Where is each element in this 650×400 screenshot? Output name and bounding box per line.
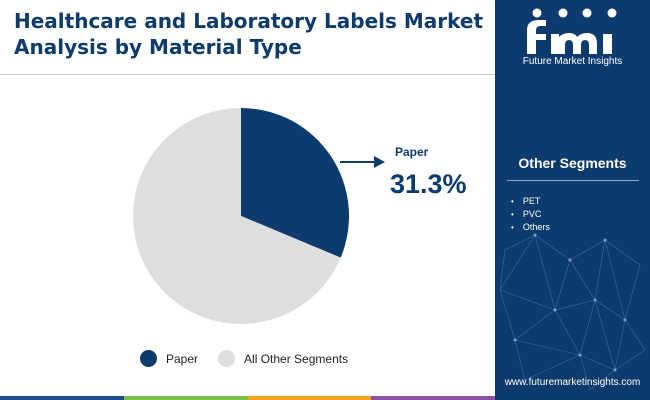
chart-title-line-1: Healthcare and Laboratory Labels Market	[14, 9, 484, 33]
bottom-bar-orange	[247, 396, 372, 400]
fmi-logo-icon	[527, 8, 617, 54]
legend-swatch-other	[218, 350, 236, 367]
bottom-bar-purple	[371, 396, 495, 400]
legend-item-other: All Other Segments	[218, 350, 348, 367]
pie-slices	[133, 108, 349, 324]
bottom-bar-green	[123, 396, 248, 400]
legend-item-paper: Paper	[140, 350, 198, 367]
website-url: www.futuremarketinsights.com	[504, 377, 641, 388]
segment-item-pvc: PVC	[511, 208, 550, 221]
legend-label-paper: Paper	[166, 351, 199, 366]
other-segments-list: PET PVC Others	[511, 195, 550, 234]
other-segments-divider	[507, 180, 639, 181]
pie-slice-all-other-segments	[133, 108, 341, 324]
chart-title: Healthcare and Laboratory Labels Market …	[14, 8, 484, 60]
bottom-color-bar	[0, 396, 495, 400]
chart-legend: Paper All Other Segments	[140, 350, 368, 367]
pie-slice-paper	[241, 108, 349, 258]
callout-label: Paper	[395, 145, 429, 159]
segment-item-others: Others	[511, 221, 550, 234]
legend-swatch-paper	[140, 350, 157, 367]
callout-value: 31.3%	[390, 169, 467, 199]
legend-label-other: All Other Segments	[244, 351, 349, 366]
brand-name: Future Market Insights	[522, 56, 623, 67]
callout-arrow-icon	[340, 156, 385, 168]
segment-item-pet: PET	[511, 195, 550, 208]
sidebar-panel: Future Market Insights Other Segments PE…	[495, 0, 650, 400]
chart-title-line-2: Analysis by Material Type	[14, 35, 302, 59]
header-divider	[0, 74, 495, 75]
bottom-bar-blue	[0, 396, 124, 400]
pie-chart: Paper 31.3%	[133, 108, 467, 324]
other-segments-heading: Other Segments	[518, 155, 627, 171]
network-pattern-icon	[499, 233, 646, 391]
